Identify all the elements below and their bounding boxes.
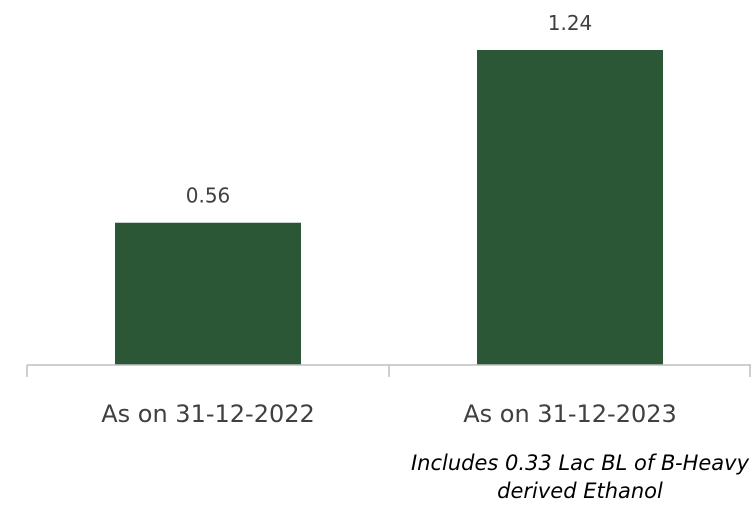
x-axis <box>26 364 751 377</box>
tick-labels-group: As on 31-12-2022 As on 31-12-2023 <box>101 400 677 428</box>
x-tick-label-as-on-31-12-2023: As on 31-12-2023 <box>463 400 677 428</box>
data-labels-group: 0.56 1.24 <box>186 11 593 208</box>
x-tick-label-as-on-31-12-2022: As on 31-12-2022 <box>101 400 315 428</box>
chart-annotation: Includes 0.33 Lac BL of B-Heavy derived … <box>410 451 750 503</box>
bar-as-on-31-12-2023 <box>477 50 663 365</box>
bars-group <box>115 50 663 365</box>
data-label-as-on-31-12-2022: 0.56 <box>186 184 231 208</box>
data-label-as-on-31-12-2023: 1.24 <box>548 11 593 35</box>
bar-as-on-31-12-2022 <box>115 222 301 365</box>
